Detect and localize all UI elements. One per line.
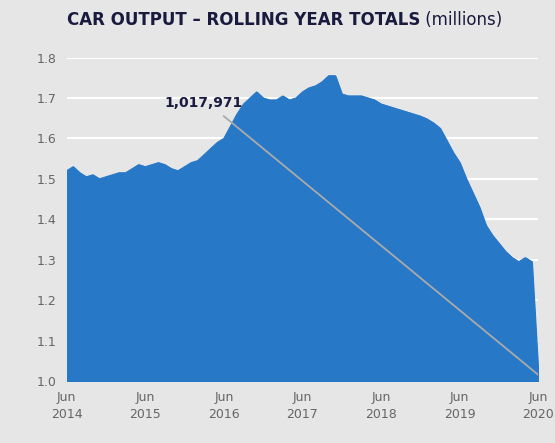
Text: CAR OUTPUT – ROLLING YEAR TOTALS: CAR OUTPUT – ROLLING YEAR TOTALS	[67, 11, 420, 29]
Text: (millions): (millions)	[420, 11, 502, 29]
Text: 1,017,971: 1,017,971	[165, 96, 243, 110]
